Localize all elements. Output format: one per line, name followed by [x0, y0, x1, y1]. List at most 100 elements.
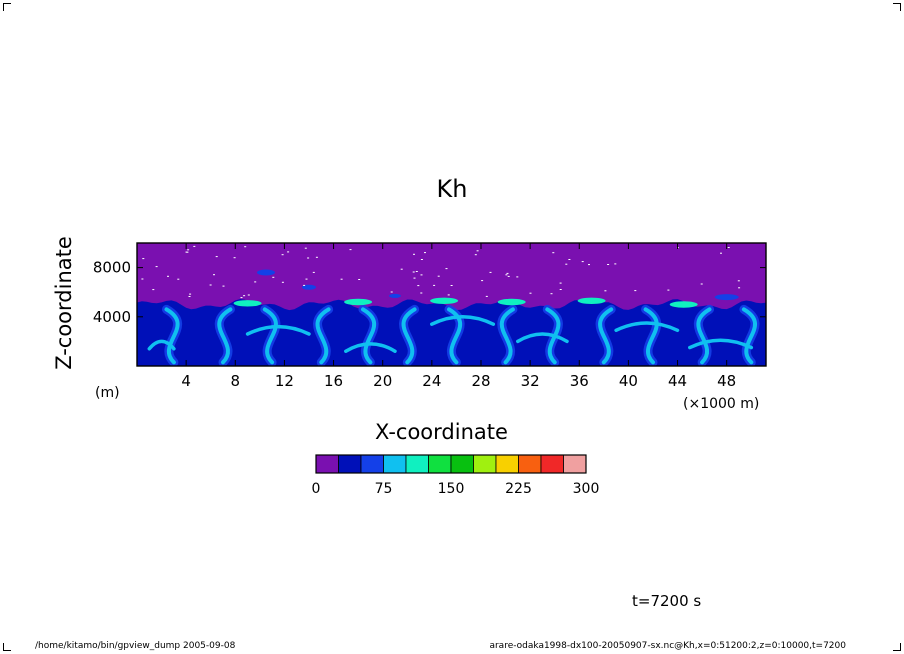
field-speckle	[489, 271, 492, 273]
colorbar-tick-label: 300	[573, 481, 600, 497]
field-plume-core	[401, 307, 417, 365]
field-speckle	[738, 287, 741, 289]
field-eddy	[688, 338, 754, 350]
field-blob	[302, 284, 316, 290]
field-speckle	[209, 284, 212, 286]
field-plume-core	[315, 307, 331, 365]
corner-mark-bottom-left	[3, 643, 11, 651]
field-speckle	[437, 275, 440, 277]
heatmap-field	[137, 243, 766, 366]
colorbar-swatch	[540, 454, 564, 474]
field-speckle	[415, 271, 418, 272]
field-speckle	[247, 294, 250, 296]
field-speckle	[412, 271, 415, 273]
field-eddy	[516, 332, 569, 344]
field-speckle	[254, 281, 257, 283]
field-speckle	[167, 275, 169, 277]
field-speckle	[485, 295, 488, 297]
field-speckle	[447, 294, 450, 296]
x-tick-label: 12	[275, 372, 294, 390]
x-tick-label: 20	[373, 372, 392, 390]
field-speckle	[213, 274, 215, 276]
field-speckle	[476, 250, 479, 252]
corner-mark-top-right	[893, 3, 901, 11]
field-eddy	[245, 324, 311, 336]
field-plume-core	[598, 307, 614, 365]
field-speckle	[152, 289, 155, 291]
field-speckle	[340, 278, 343, 280]
colorbar-swatch	[315, 454, 339, 474]
field-speckle	[516, 276, 519, 278]
field-speckle	[604, 290, 607, 292]
x-tick-label: 28	[471, 372, 490, 390]
x-tick-label: 16	[324, 372, 343, 390]
x-axis-unit: (×1000 m)	[683, 396, 760, 412]
field-speckle	[305, 278, 308, 280]
field-speckle	[400, 268, 403, 270]
field-speckle	[215, 256, 218, 258]
field-speckle	[424, 252, 426, 254]
field-speckle	[188, 296, 191, 297]
colorbar-swatch	[405, 454, 429, 474]
field-speckle	[581, 261, 584, 263]
field-speckle	[559, 282, 562, 284]
field-speckle	[433, 284, 436, 286]
field-plume-core	[643, 307, 659, 365]
plot-frame	[136, 242, 767, 367]
field-plume-core	[447, 307, 463, 365]
field-speckle	[390, 291, 393, 293]
field-speckle	[315, 256, 318, 258]
field-eddy	[344, 342, 397, 353]
field-speckle	[155, 266, 158, 268]
field-plume-core	[217, 307, 233, 365]
field-speckle	[358, 279, 361, 280]
chart-title: Kh	[436, 175, 468, 203]
field-thermal-top	[497, 298, 526, 306]
field-speckle	[303, 284, 306, 286]
field-blob	[389, 293, 401, 298]
field-speckle	[507, 275, 510, 277]
time-annotation: t=7200 s	[632, 592, 702, 610]
field-thermal-top	[344, 298, 373, 306]
colorbar-swatch	[338, 454, 362, 474]
field-thermal-top	[577, 297, 606, 304]
colorbar-swatch	[383, 454, 407, 474]
colorbar-swatch	[473, 454, 497, 474]
colorbar-frame	[315, 454, 587, 474]
x-tick-label: 48	[717, 372, 736, 390]
field-speckle	[349, 249, 352, 251]
colorbar: 0 75 150 225 300	[312, 454, 600, 497]
field-eddy	[147, 339, 176, 351]
field-speckle	[667, 289, 670, 291]
field-speckle	[312, 271, 315, 273]
field-speckle	[243, 295, 246, 297]
field-plume-core	[361, 307, 377, 365]
field-speckle	[177, 278, 180, 280]
field-eddy	[614, 321, 680, 333]
field-speckle	[481, 280, 484, 282]
corner-mark-top-left	[3, 3, 11, 11]
field-speckle	[281, 254, 284, 256]
field-speckle	[445, 268, 448, 270]
y-axis-unit: (m)	[95, 385, 120, 401]
field-speckle	[550, 293, 553, 295]
field-speckle	[559, 289, 562, 290]
x-tick-label: 44	[668, 372, 687, 390]
field-speckle	[420, 259, 423, 260]
colorbar-swatch	[450, 454, 474, 474]
field-thermal-top	[669, 301, 698, 308]
colorbar-tick-label: 0	[312, 481, 321, 497]
field-speckle	[185, 251, 188, 253]
field-blob	[257, 269, 275, 276]
field-plume-core	[499, 307, 515, 365]
x-tick-label: 40	[619, 372, 638, 390]
y-tick-label: 8000	[93, 259, 131, 277]
field-speckle	[727, 247, 730, 248]
footer-right: arare-odaka1998-dx100-20050907-sx.nc@Kh,…	[489, 641, 846, 651]
footer-left: /home/kitamo/bin/gpview_dump 2005-09-08	[35, 641, 236, 651]
field-speckle	[233, 257, 236, 259]
field-speckle	[529, 292, 532, 294]
field-speckle	[141, 278, 144, 280]
